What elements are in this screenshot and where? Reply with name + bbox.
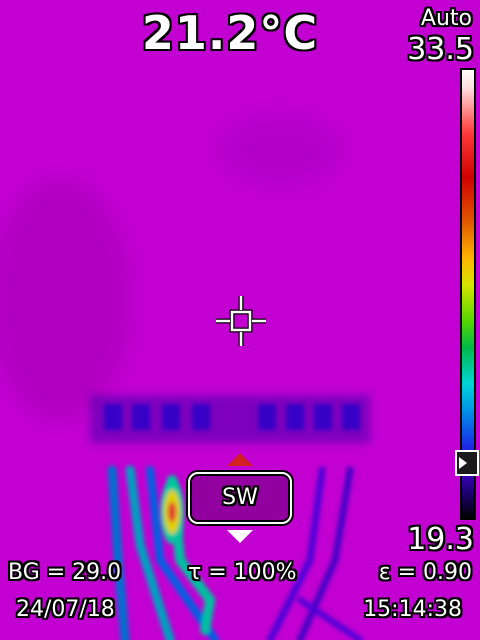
scale-marker-icon[interactable]: [455, 450, 479, 476]
background-temperature: BG = 29.0: [8, 560, 122, 585]
mode-button[interactable]: SW: [188, 472, 292, 524]
center-temperature: 21.2°C: [141, 6, 319, 60]
color-scale-bar: [460, 68, 476, 520]
transmission-value: τ = 100%: [188, 560, 297, 585]
scale-mode-label[interactable]: Auto: [420, 6, 472, 31]
scale-min-value: 19.3: [407, 522, 474, 557]
scale-max-value: 33.5: [407, 32, 474, 67]
emissivity-value: ε = 0.90: [378, 560, 472, 585]
arrow-down-icon[interactable]: [227, 530, 253, 543]
arrow-up-icon[interactable]: [227, 453, 253, 466]
date-readout: 24/07/18: [16, 597, 115, 622]
time-readout: 15:14:38: [363, 597, 462, 622]
crosshair-icon: [216, 296, 266, 346]
